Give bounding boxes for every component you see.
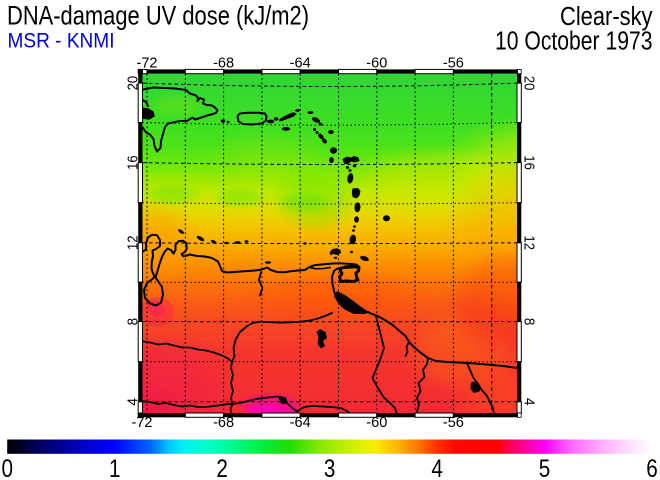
svg-text:16: 16	[126, 155, 142, 170]
svg-text:10 October 1973: 10 October 1973	[495, 28, 653, 56]
svg-text:-56: -56	[443, 415, 464, 431]
svg-text:-56: -56	[443, 56, 464, 72]
svg-text:8: 8	[126, 318, 142, 326]
svg-text:DNA-damage UV dose (kJ/m2): DNA-damage UV dose (kJ/m2)	[7, 1, 309, 31]
svg-text:-68: -68	[213, 56, 234, 72]
svg-text:MSR - KNMI: MSR - KNMI	[8, 28, 115, 52]
svg-text:0: 0	[1, 455, 13, 480]
svg-text:-72: -72	[137, 56, 158, 72]
svg-text:4: 4	[521, 398, 537, 406]
svg-text:2: 2	[216, 455, 228, 480]
svg-text:4: 4	[126, 398, 142, 406]
svg-text:Clear-sky: Clear-sky	[560, 3, 653, 31]
svg-text:20: 20	[521, 76, 537, 91]
svg-text:4: 4	[431, 455, 443, 480]
svg-text:12: 12	[521, 236, 537, 251]
svg-text:-60: -60	[366, 56, 387, 72]
svg-text:20: 20	[126, 76, 142, 91]
svg-text:-64: -64	[290, 415, 311, 431]
svg-text:8: 8	[521, 318, 537, 326]
svg-text:6: 6	[646, 455, 658, 480]
svg-text:-68: -68	[213, 415, 234, 431]
svg-text:-72: -72	[132, 415, 153, 431]
svg-text:1: 1	[109, 455, 121, 480]
svg-text:-60: -60	[366, 415, 387, 431]
svg-text:3: 3	[324, 455, 336, 480]
svg-text:12: 12	[126, 236, 142, 251]
svg-text:5: 5	[539, 455, 551, 480]
svg-text:16: 16	[521, 155, 537, 170]
svg-text:-64: -64	[290, 56, 311, 72]
